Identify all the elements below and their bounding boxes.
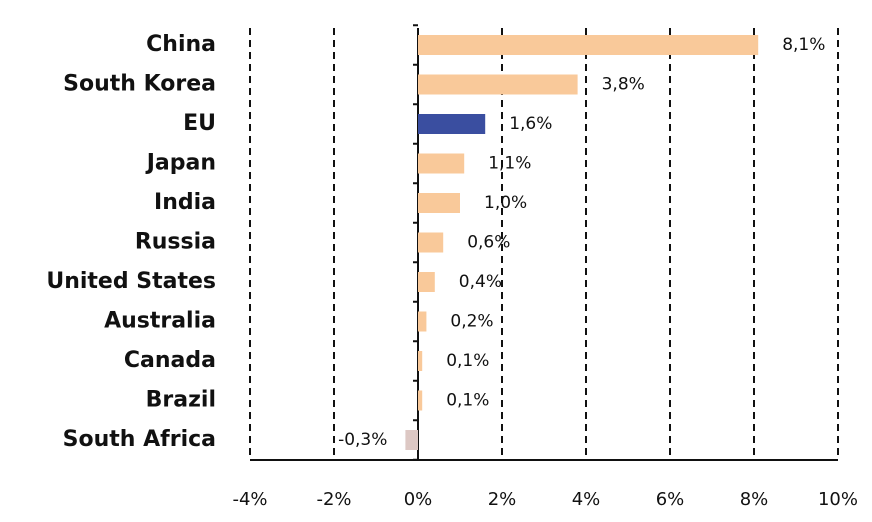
x-tick-label: 10% xyxy=(818,489,858,510)
value-label: 1,6% xyxy=(509,114,552,134)
value-label: 0,1% xyxy=(446,391,489,411)
category-label: India xyxy=(154,190,216,215)
category-label: Brazil xyxy=(146,388,216,413)
category-label: Canada xyxy=(124,348,216,373)
bar xyxy=(418,351,423,371)
bar xyxy=(418,193,460,213)
x-tick-label: 0% xyxy=(404,489,433,510)
bar xyxy=(418,114,486,134)
bar xyxy=(418,272,435,292)
category-label: China xyxy=(146,32,216,57)
x-tick-label: -2% xyxy=(316,489,351,510)
value-label: 1,1% xyxy=(488,154,531,174)
value-label: 3,8% xyxy=(602,75,645,95)
x-tick-label: 4% xyxy=(572,489,601,510)
bar xyxy=(418,35,759,55)
value-label: 8,1% xyxy=(782,35,825,55)
x-tick-label: 2% xyxy=(488,489,517,510)
category-label: United States xyxy=(46,269,216,294)
bar xyxy=(418,390,423,411)
bar xyxy=(418,232,444,253)
value-label: 0,1% xyxy=(446,351,489,371)
x-tick-label: 8% xyxy=(740,489,769,510)
category-label: South Africa xyxy=(63,427,216,452)
category-label: EU xyxy=(183,111,216,136)
category-label: South Korea xyxy=(63,72,216,97)
category-label: Japan xyxy=(145,151,216,176)
category-label: Australia xyxy=(104,309,216,334)
bar xyxy=(405,430,418,450)
category-label: Russia xyxy=(135,230,216,255)
value-label: 0,4% xyxy=(459,272,502,292)
bar xyxy=(418,311,427,332)
bar xyxy=(418,153,465,174)
value-label: -0,3% xyxy=(338,430,387,450)
x-tick-label: -4% xyxy=(232,489,267,510)
bar xyxy=(418,74,578,95)
value-label: 0,6% xyxy=(467,233,510,253)
value-label: 0,2% xyxy=(450,312,493,332)
x-tick-label: 6% xyxy=(656,489,685,510)
value-label: 1,0% xyxy=(484,193,527,213)
